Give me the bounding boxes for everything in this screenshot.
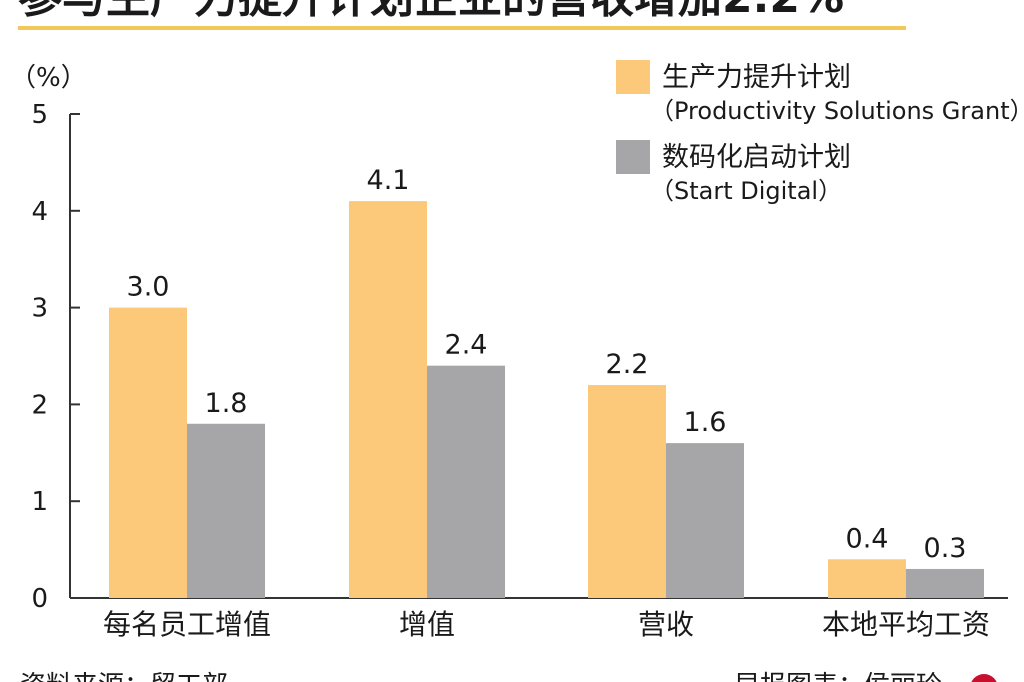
bar-start-digital-2 xyxy=(666,443,744,598)
y-tick-label: 1 xyxy=(31,487,48,517)
y-tick-label: 0 xyxy=(31,584,48,614)
source-note: 资料来源：贸工部 xyxy=(20,671,228,682)
y-tick-label: 4 xyxy=(31,197,48,227)
legend-label-productivity-en: （Productivity Solutions Grant） xyxy=(650,97,1024,125)
y-tick-label: 2 xyxy=(31,390,48,420)
y-tick-label: 3 xyxy=(31,294,48,324)
bar-start-digital-1 xyxy=(427,365,505,598)
data-label: 3.0 xyxy=(127,272,170,303)
legend-label-productivity: 生产力提升计划 xyxy=(662,62,851,93)
data-label: 4.1 xyxy=(367,165,410,196)
bar-productivity-1 xyxy=(349,201,427,598)
legend-swatch-productivity xyxy=(616,60,650,94)
bar-start-digital-0 xyxy=(187,423,265,598)
legend-label-start-digital: 数码化启动计划 xyxy=(662,142,851,173)
bar-start-digital-3 xyxy=(906,568,984,598)
x-category-label: 营收 xyxy=(638,608,694,641)
bar-productivity-0 xyxy=(109,307,187,598)
bars-group xyxy=(109,201,984,598)
value-labels-group: 3.0 1.8 4.1 2.4 2.2 1.6 0.4 0.3 xyxy=(127,165,967,564)
legend-swatch-start-digital xyxy=(616,140,650,174)
category-labels-group: 每名员工增值 增值 营收 本地平均工资 xyxy=(103,608,990,641)
bar-productivity-3 xyxy=(828,559,906,598)
y-axis-ticks: 0 1 2 3 4 5 xyxy=(31,100,80,614)
title-underline xyxy=(18,26,906,30)
data-label: 2.2 xyxy=(606,349,649,380)
bar-productivity-2 xyxy=(588,385,666,598)
x-category-label: 增值 xyxy=(399,608,455,641)
data-label: 2.4 xyxy=(445,330,488,361)
data-label: 0.3 xyxy=(924,533,967,564)
y-unit-label: （%） xyxy=(10,63,87,93)
y-tick-label: 5 xyxy=(31,100,48,130)
legend-label-start-digital-en: （Start Digital） xyxy=(650,177,842,205)
data-label: 1.6 xyxy=(684,407,727,438)
chart-title: 参与生产力提升计划企业的营收增加2.2% xyxy=(18,0,844,23)
legend: 生产力提升计划 （Productivity Solutions Grant） 数… xyxy=(616,60,1024,205)
graphic-credit: 早报图表：侯丽玲 xyxy=(734,671,942,682)
data-label: 1.8 xyxy=(205,388,248,419)
x-category-label: 本地平均工资 xyxy=(822,608,990,641)
x-category-label: 每名员工增值 xyxy=(103,608,271,641)
zaobao-logo-icon xyxy=(971,674,997,682)
data-label: 0.4 xyxy=(846,523,889,554)
